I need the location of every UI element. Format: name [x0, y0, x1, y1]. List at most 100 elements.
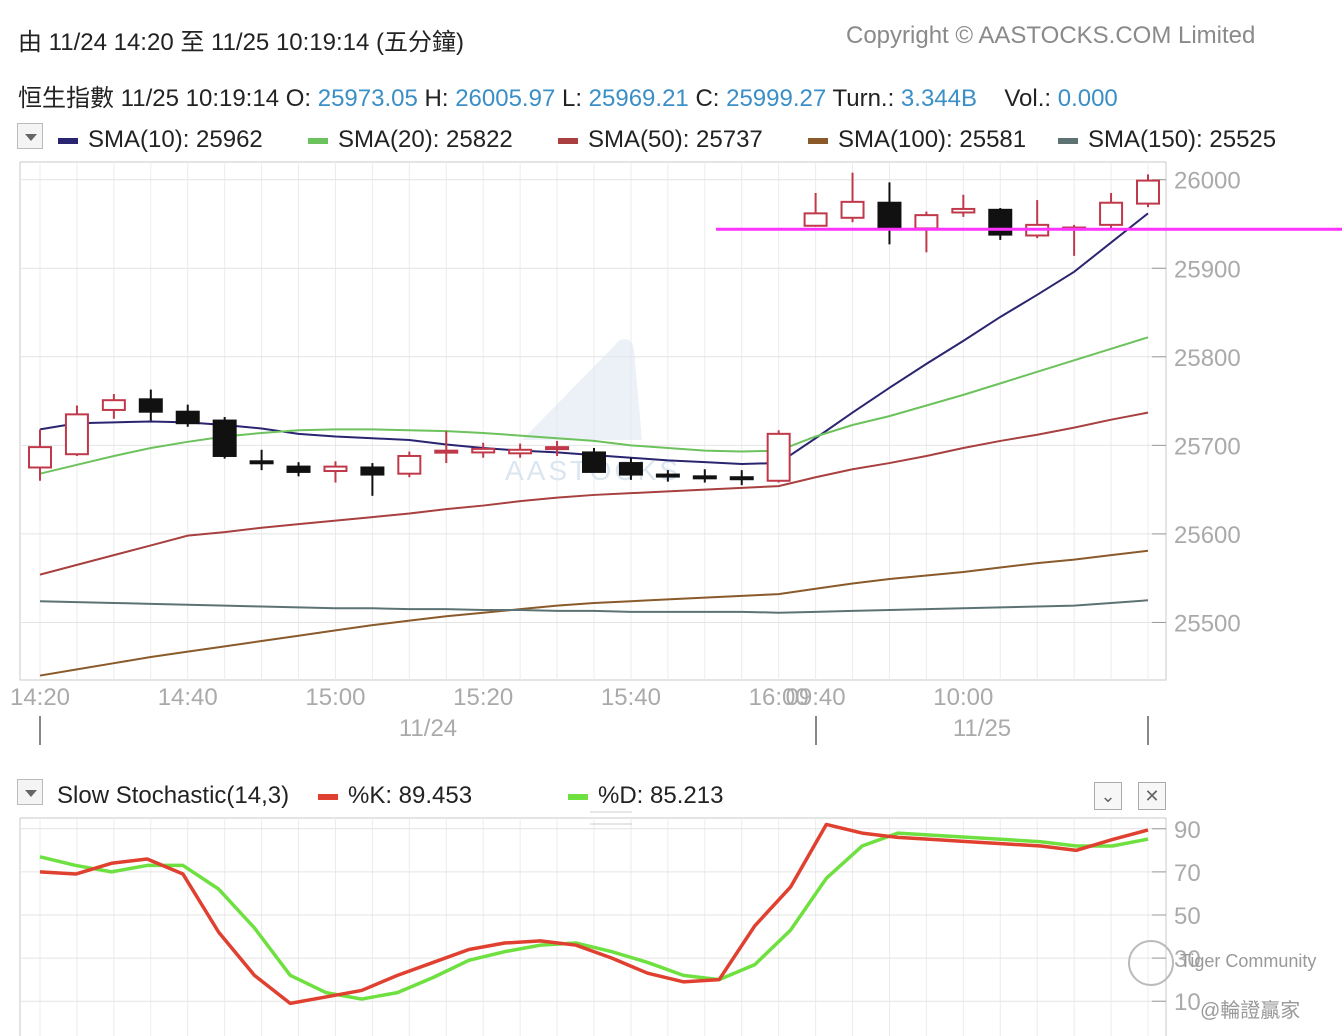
candle-body [618, 462, 643, 476]
candle-body [582, 451, 606, 473]
range-label: 由 11/24 14:20 至 11/25 10:19:14 (五分鐘) [18, 29, 465, 56]
candle [840, 172, 865, 223]
stochastic-title: Slow Stochastic(14,3) [57, 782, 290, 809]
price-chart-series [28, 172, 1342, 677]
author-watermark: @輪證贏家 [1200, 1000, 1301, 1022]
quote-line: 恒生指數 11/25 10:19:14 O: 25973.05 H: 26005… [18, 78, 1118, 113]
candle-body [655, 473, 680, 478]
candle-body [249, 460, 274, 465]
stoch-line-k [39, 822, 1149, 1006]
close-label: C: [695, 85, 720, 112]
candle-body [508, 448, 533, 455]
d-swatch [568, 793, 588, 800]
stoch-y-tick-label: 90 [1174, 817, 1201, 844]
collapse-chevron-icon[interactable]: ⌄ [1094, 782, 1122, 810]
high-label: H: [424, 85, 449, 112]
price-x-tick-label: 16:00 [749, 684, 809, 711]
close-value: 25999.27 [726, 85, 827, 112]
price-x-tick-label: 14:40 [158, 684, 218, 711]
sma10-swatch [58, 137, 78, 144]
candle [471, 442, 496, 458]
price-x-tick-label: 15:40 [601, 684, 661, 711]
sma50-swatch [558, 137, 578, 144]
candle [360, 463, 385, 496]
candle-body [397, 454, 422, 475]
candle-body [212, 419, 237, 457]
candle [397, 451, 422, 478]
candle [582, 448, 606, 473]
sma-legend-4: SMA(150): 25525 [1058, 126, 1276, 154]
copyright: Copyright © AASTOCKS.COM Limited [846, 22, 1256, 49]
tiger-community-watermark: Tiger Community [1180, 951, 1317, 971]
candle [988, 208, 1013, 240]
close-icon[interactable]: ✕ [1138, 782, 1166, 810]
candle-body [434, 449, 459, 454]
price-x-tick-label: 15:20 [453, 684, 513, 711]
volume-value: 0.000 [1057, 85, 1118, 112]
turnover-label: Turn.: [832, 85, 895, 112]
price-chart-axes: 25500 25600 25700 25800 25900 26000 14:20 14:40… [10, 161, 1241, 745]
price-x-tick-label: 15:00 [305, 684, 365, 711]
turnover-value: 3.344B [900, 85, 977, 112]
candle-body [101, 399, 126, 411]
sma-legend-1: SMA(20): 25822 [308, 126, 513, 154]
candle-body [64, 413, 89, 456]
candle [914, 211, 939, 253]
stoch-y-tick-label: 50 [1174, 903, 1201, 930]
candle-body [175, 410, 200, 425]
sma-line-sma50 [39, 411, 1149, 576]
stoch-y-tick-label: 30 [1174, 946, 1201, 973]
volume-label: Vol.: [1004, 85, 1052, 112]
stochastic-chart-axes: 10 30 50 70 90 [19, 811, 1201, 1036]
candle [212, 417, 237, 459]
stochastic-dropdown-button[interactable] [17, 779, 43, 805]
main-chart-dropdown-button[interactable] [17, 123, 43, 149]
candle-body [729, 476, 754, 481]
candle [1136, 174, 1160, 208]
price-y-tick-label: 25800 [1174, 345, 1241, 372]
candle-body [471, 447, 496, 454]
candle-body [988, 208, 1013, 236]
candle-body [286, 465, 311, 473]
candle [101, 393, 126, 419]
sma-legend-0: SMA(10): 25962 [58, 126, 263, 154]
low-label: L: [561, 85, 582, 112]
sma10-label: SMA(10): 25962 [88, 126, 263, 153]
k-swatch [318, 793, 338, 800]
stochastic-k-legend: %K: 89.453 [318, 782, 472, 810]
aastocks-logo-icon [522, 339, 642, 440]
candle [729, 470, 754, 486]
price-y-tick-label: 25700 [1174, 433, 1241, 460]
candle [323, 461, 348, 483]
candle [951, 194, 976, 217]
sma-line-sma100 [39, 549, 1149, 677]
price-x-tick-label: 10:00 [933, 684, 993, 711]
candle [434, 431, 459, 464]
candle [655, 470, 680, 482]
price-date-label: 11/25 [953, 715, 1011, 742]
candle [175, 404, 200, 427]
candle [618, 457, 643, 480]
candle-body [840, 200, 865, 219]
candle-body [138, 398, 163, 413]
price-date-label: 11/24 [399, 715, 457, 742]
sma-legend-3: SMA(100): 25581 [808, 126, 1026, 154]
candle-body [692, 475, 717, 480]
candle [692, 469, 717, 483]
candle [64, 405, 89, 456]
candle-body [803, 212, 828, 227]
sma-line-sma150 [39, 599, 1149, 614]
candle [286, 462, 311, 477]
price-y-tick-label: 25900 [1174, 256, 1241, 283]
index-name: 恒生指數 [18, 85, 114, 112]
quote-time: 11/25 10:19:14 [120, 85, 280, 112]
candle-body [28, 446, 52, 469]
sma20-swatch [308, 137, 328, 144]
open-label: O: [285, 85, 312, 112]
candle-body [360, 466, 385, 476]
sma100-label: SMA(100): 25581 [838, 126, 1027, 153]
candle [766, 430, 791, 483]
stoch-y-tick-label: 70 [1174, 860, 1201, 887]
candle [803, 192, 828, 227]
